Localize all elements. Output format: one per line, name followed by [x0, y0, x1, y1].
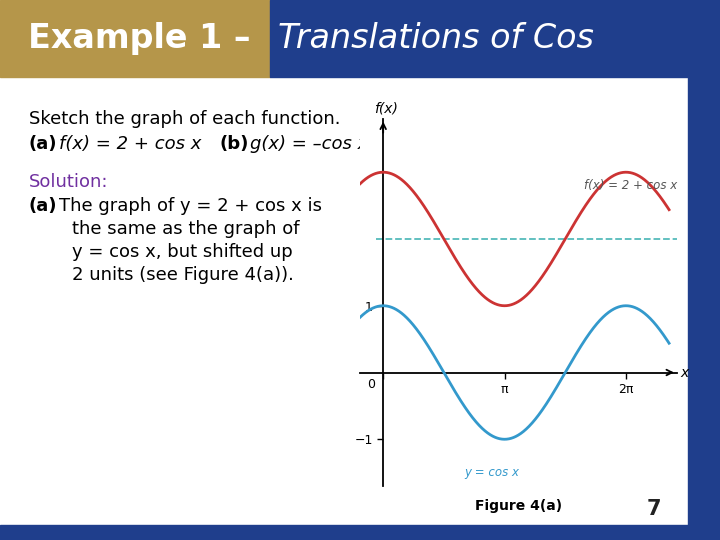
Text: f(x): f(x): [374, 102, 398, 116]
Text: g(x) = –cos x: g(x) = –cos x: [251, 135, 369, 153]
Text: The graph of y = 2 + cos x is: The graph of y = 2 + cos x is: [59, 197, 323, 215]
Text: f(x) = 2 + cos x: f(x) = 2 + cos x: [59, 135, 202, 153]
Text: Solution:: Solution:: [29, 173, 108, 191]
Text: y = cos x, but shifted up: y = cos x, but shifted up: [71, 243, 292, 261]
Text: f(x) = 2 + cos x: f(x) = 2 + cos x: [584, 179, 678, 192]
Text: Sketch the graph of each function.: Sketch the graph of each function.: [29, 110, 340, 128]
Text: 0: 0: [368, 378, 376, 391]
Text: x: x: [680, 366, 689, 380]
Text: Translations of Cos: Translations of Cos: [279, 22, 594, 55]
Text: 2 units (see Figure 4(a)).: 2 units (see Figure 4(a)).: [71, 266, 294, 284]
Text: y = cos x: y = cos x: [464, 466, 519, 479]
Text: (a): (a): [29, 197, 57, 215]
Text: Example 1 –: Example 1 –: [27, 22, 261, 55]
Text: 7: 7: [646, 498, 661, 519]
Text: the same as the graph of: the same as the graph of: [71, 220, 299, 238]
Text: (b): (b): [220, 135, 249, 153]
Text: Figure 4(a): Figure 4(a): [474, 500, 562, 513]
Text: (a): (a): [29, 135, 57, 153]
